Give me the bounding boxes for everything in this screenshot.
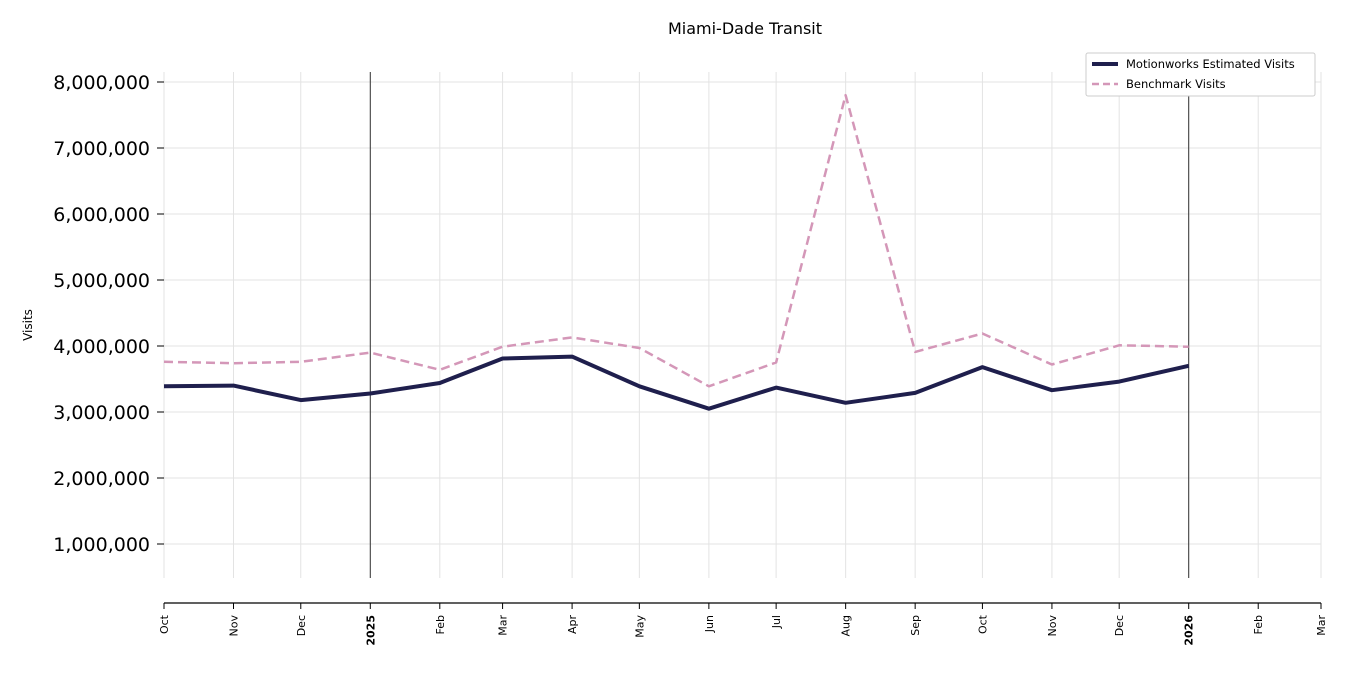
y-tick-label: 5,000,000 xyxy=(53,270,150,292)
legend-label-benchmark: Benchmark Visits xyxy=(1126,77,1226,91)
legend-label-motionworks: Motionworks Estimated Visits xyxy=(1126,57,1295,71)
x-tick-label: Apr xyxy=(566,615,579,635)
legend-box xyxy=(1085,52,1316,97)
y-tick-label: 3,000,000 xyxy=(53,402,150,424)
x-tick-label: Sep xyxy=(909,615,922,636)
x-tick-label: Aug xyxy=(840,615,853,636)
x-tick-label: Oct xyxy=(976,614,989,634)
x-tick-label: Jun xyxy=(703,615,716,633)
x-tick-label: Feb xyxy=(434,615,447,634)
x-tick-label: Feb xyxy=(1252,615,1265,634)
chart-title: Miami-Dade Transit xyxy=(668,19,822,38)
y-tick-label: 4,000,000 xyxy=(53,336,150,358)
x-tick-label: Oct xyxy=(158,614,171,634)
x-tick-label: 2025 xyxy=(364,615,377,646)
legend: Motionworks Estimated Visits Benchmark V… xyxy=(1085,52,1316,97)
x-tick-label: Nov xyxy=(228,615,241,637)
gridlines xyxy=(163,72,1322,578)
y-tick-label: 1,000,000 xyxy=(53,534,150,556)
x-tick-label: Dec xyxy=(1113,615,1126,636)
axes: 1,000,000 2,000,000 3,000,000 4,000,000 5,00… xyxy=(53,72,1328,646)
series-lines xyxy=(163,93,1190,411)
x-tick-label: Nov xyxy=(1046,615,1059,637)
x-tick-label: Mar xyxy=(497,615,510,636)
x-tick-label: 2026 xyxy=(1183,615,1196,646)
x-tick-label: Jul xyxy=(770,615,783,629)
y-tick-label: 8,000,000 xyxy=(53,72,150,94)
y-tick-label: 6,000,000 xyxy=(53,204,150,226)
series-line-motionworks xyxy=(163,354,1190,411)
y-axis-label: Visits xyxy=(21,309,35,341)
y-tick-label: 2,000,000 xyxy=(53,468,150,490)
series-line-benchmark xyxy=(163,93,1189,388)
y-tick-label: 7,000,000 xyxy=(53,138,150,160)
x-tick-label: Dec xyxy=(295,615,308,636)
x-tick-label: May xyxy=(633,615,646,638)
year-lines xyxy=(369,72,1190,578)
x-tick-label: Mar xyxy=(1315,615,1328,636)
